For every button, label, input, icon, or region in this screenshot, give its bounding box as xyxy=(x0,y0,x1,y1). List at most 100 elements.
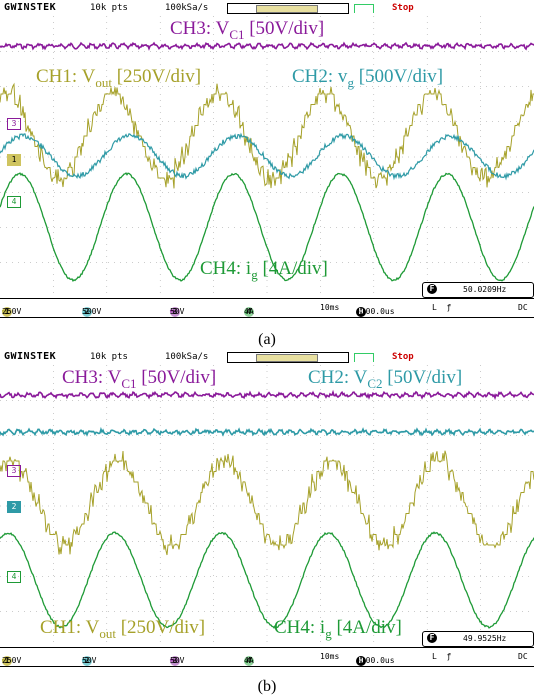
ch2-badge-icon: 2 xyxy=(82,656,92,666)
ch3-badge-icon: 3 xyxy=(170,307,180,317)
ch2-scale-value: 50V xyxy=(82,656,97,665)
coupling-value[interactable]: DC xyxy=(518,303,528,312)
ch2-label-scale: [50V/div] xyxy=(382,367,463,388)
h-position-value: -100.0us xyxy=(356,656,395,665)
ch3-label: CH3: VC1 [50V/div] xyxy=(170,18,324,43)
ch4-badge-icon: 4 xyxy=(244,656,254,666)
memory-window xyxy=(256,354,318,362)
channel-settings-bar: 1 ═ 250V 2 ═ 50V 3 ═ 50V 4 ↓∼ 4A 10ms H -1… xyxy=(0,647,534,667)
ch4-marker[interactable]: 4 xyxy=(7,196,21,208)
record-length: 10k pts xyxy=(90,352,128,362)
ch1-label: CH1: Vout [250V/div] xyxy=(36,66,201,91)
oscilloscope-panel-b: GWINSTEK 10k pts 100kSa/s Stop CH3: VC1 … xyxy=(0,349,534,679)
ch3-label-sub: C1 xyxy=(229,26,245,42)
ch4-label-scale: [4A/div] xyxy=(331,617,402,638)
waveform-screen: CH3: VC1 [50V/div] CH1: Vout [250V/div] … xyxy=(0,16,534,298)
ch3-label: CH3: VC1 [50V/div] xyxy=(62,367,216,392)
frequency-readout: F 49.9525Hz xyxy=(422,631,534,647)
frequency-readout: F 50.0209Hz xyxy=(422,282,534,298)
ch3-scale-value: 50V xyxy=(170,307,185,316)
ch2-label-scale: [500V/div] xyxy=(353,66,444,87)
ch3-label-scale: [50V/div] xyxy=(244,18,325,39)
trigger-icon xyxy=(354,4,374,13)
h-position-icon: H xyxy=(356,656,366,666)
ch2-marker[interactable]: 2 xyxy=(7,501,21,513)
ch4-ig-trace xyxy=(0,172,534,283)
timebase-value[interactable]: 10ms xyxy=(320,652,340,661)
ch4-label-sub: g xyxy=(325,625,332,641)
ch2-scale-value: 500V xyxy=(82,307,102,316)
trigger-icon xyxy=(354,353,374,362)
ch4-scale-value: 4A xyxy=(244,656,254,665)
sample-rate: 100kSa/s xyxy=(165,352,209,362)
ch3-label-text: CH3: V xyxy=(170,18,230,39)
ch1-vout-trace xyxy=(0,82,534,189)
ch1-label-scale: [250V/div] xyxy=(111,66,202,87)
ch3-scale-value: 50V xyxy=(170,656,185,665)
brand-logo: GWINSTEK xyxy=(4,2,57,13)
ch2-label-text: CH2: v xyxy=(292,66,348,87)
ch2-label-text: CH2: V xyxy=(308,367,368,388)
ch1-scale-value: 250V xyxy=(2,656,22,665)
ch3-badge-icon: 3 xyxy=(170,656,180,666)
ch4-label-sub: g xyxy=(251,266,258,282)
ch4-label-text: CH4: i xyxy=(274,617,326,638)
caption-a: (a) xyxy=(258,331,276,348)
ch4-label-scale: [4A/div] xyxy=(257,258,328,279)
memory-window xyxy=(256,5,318,13)
ch2-label: CH2: vg [500V/div] xyxy=(292,66,443,91)
run-status: Stop xyxy=(392,352,414,362)
ch1-label-text: CH1: V xyxy=(36,66,96,87)
ch3-marker[interactable]: 3 xyxy=(7,118,21,130)
waveform-plot xyxy=(0,16,534,298)
channel-settings-bar: 1 ═ 250V 2 ↓∼ 500V 3 ═ 50V 4 ↓∼ 4A 10ms H-… xyxy=(0,298,534,318)
ch4-label: CH4: ig [4A/div] xyxy=(200,258,328,283)
ch3-label-scale: [50V/div] xyxy=(136,367,217,388)
ch1-badge-icon: 1 xyxy=(2,307,12,317)
ch1-vout-trace xyxy=(0,450,534,556)
ch1-label-scale: [250V/div] xyxy=(115,617,206,638)
memory-bar xyxy=(227,352,349,363)
trigger-slope-icon[interactable]: L ƒ xyxy=(432,652,452,661)
ch1-label-sub: out xyxy=(99,625,116,641)
timebase-value[interactable]: 10ms xyxy=(320,303,340,312)
run-status: Stop xyxy=(392,3,414,13)
oscilloscope-panel-a: GWINSTEK 10k pts 100kSa/s Stop CH3: VC1 … xyxy=(0,0,534,330)
ch4-label-text: CH4: i xyxy=(200,258,252,279)
h-position-icon: H xyxy=(356,307,366,317)
frequency-value: 49.9525Hz xyxy=(463,634,507,643)
ch3-label-text: CH3: V xyxy=(62,367,122,388)
caption-b: (b) xyxy=(257,678,277,695)
ch1-label-sub: out xyxy=(95,74,112,90)
ch4-marker[interactable]: 4 xyxy=(7,571,21,583)
ch1-label-text: CH1: V xyxy=(40,617,100,638)
frequency-value: 50.0209Hz xyxy=(463,285,507,294)
ch3-vc1-trace xyxy=(0,41,534,51)
brand-logo: GWINSTEK xyxy=(4,351,57,362)
ch2-vc2-trace xyxy=(0,426,534,437)
ch1-marker[interactable]: 1 xyxy=(7,154,21,166)
ch2-label-sub: g xyxy=(347,74,354,90)
ch2-vg-trace xyxy=(0,132,534,181)
ch3-marker[interactable]: 3 xyxy=(7,465,21,477)
ch2-label: CH2: VC2 [50V/div] xyxy=(308,367,462,392)
coupling-value[interactable]: DC xyxy=(518,652,528,661)
ch3-vc1-trace xyxy=(0,389,534,401)
ch2-badge-icon: 2 xyxy=(82,307,92,317)
sample-rate: 100kSa/s xyxy=(165,3,209,13)
frequency-icon: F xyxy=(427,284,437,294)
ch1-scale-value: 250V xyxy=(2,307,22,316)
ch4-scale-value: 4A xyxy=(244,307,254,316)
ch4-badge-icon: 4 xyxy=(244,307,254,317)
ch1-badge-icon: 1 xyxy=(2,656,12,666)
waveform-screen: CH3: VC1 [50V/div] CH2: VC2 [50V/div] CH… xyxy=(0,365,534,647)
trigger-slope-icon[interactable]: L ƒ xyxy=(432,303,452,312)
ch1-label: CH1: Vout [250V/div] xyxy=(40,617,205,642)
ch3-label-sub: C1 xyxy=(121,375,137,391)
h-position-value: -100.0us xyxy=(356,307,395,316)
status-bar: GWINSTEK 10k pts 100kSa/s Stop xyxy=(0,349,534,365)
record-length: 10k pts xyxy=(90,3,128,13)
ch4-label: CH4: ig [4A/div] xyxy=(274,617,402,642)
frequency-icon: F xyxy=(427,633,437,643)
ch2-label-sub: C2 xyxy=(367,375,383,391)
